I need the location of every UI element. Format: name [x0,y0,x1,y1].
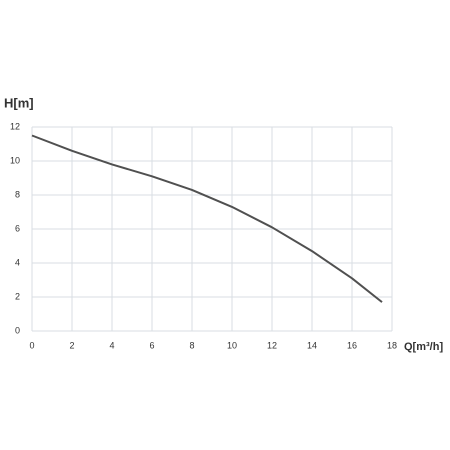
y-tick-label: 6 [15,223,20,233]
x-axis-label: Q[m³/h] [404,341,443,353]
x-tick-label: 14 [307,340,317,350]
data-line [31,134,383,303]
x-tick-label: 18 [387,340,397,350]
y-tick-label: 12 [10,121,20,131]
x-tick-label: 16 [347,340,357,350]
y-tick-label: 0 [15,325,20,335]
x-tick-label: 8 [189,340,194,350]
y-tick-label: 8 [15,189,20,199]
x-tick-label: 0 [29,340,34,350]
x-tick-label: 10 [227,340,237,350]
y-tick-label: 2 [15,291,20,301]
x-tick-label: 6 [149,340,154,350]
y-tick-label: 10 [10,155,20,165]
y-tick-label: 4 [15,257,20,267]
x-tick-label: 4 [109,340,114,350]
x-tick-label: 2 [69,340,74,350]
y-axis-label: H[m] [4,95,34,110]
x-tick-label: 12 [267,340,277,350]
